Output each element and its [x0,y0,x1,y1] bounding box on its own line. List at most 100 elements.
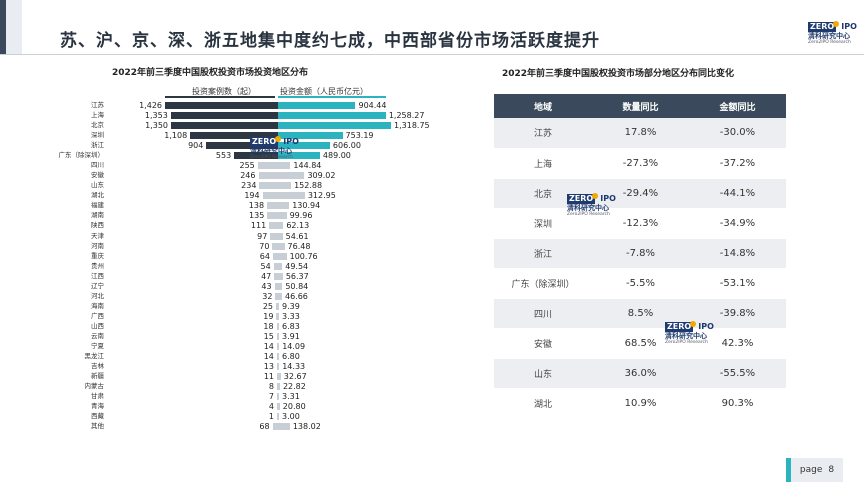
amount-label: 20.80 [282,402,306,412]
watermark-en-text: Zero2IPO Research [665,340,708,345]
amount-label: 312.95 [307,191,336,201]
region-label: 陕西 [91,221,104,230]
count-label: 1 [268,412,274,422]
table-cell-amount-yoy: -34.9% [689,208,786,239]
count-bar [276,363,278,371]
table-row: 北京 -29.4% -44.1% [494,178,786,209]
region-label: 福建 [91,201,104,210]
table-cell-amount-yoy: -44.1% [689,178,786,209]
count-label: 54 [260,261,271,271]
watermark-dot-icon [690,321,697,327]
chart-watermark-logo: ZERO IPO 清科研究中心 Zero2IPO Research [250,136,299,161]
count-bar [276,312,278,320]
count-bar [276,302,278,310]
amount-label: 3.31 [282,392,300,402]
amount-bar [278,162,291,170]
amount-label: 1,318.75 [394,121,430,131]
region-label: 云南 [91,331,104,340]
count-bar [274,272,278,280]
table-row: 广东（除深圳） -5.5% -53.1% [494,268,786,299]
header-side-accent [0,0,6,55]
logo-dot-icon [833,21,840,27]
logo-zero-text: ZERO [808,22,837,32]
table-cell-region: 浙江 [494,238,592,269]
amount-label: 50.84 [285,281,309,291]
region-label: 青海 [91,402,104,411]
logo-cn-text: 清科研究中心 [808,32,850,40]
count-label: 97 [257,231,268,241]
table-cell-region: 江苏 [494,118,592,149]
region-label: 内蒙古 [84,382,105,391]
table-cell-count-yoy: -29.4% [592,178,689,209]
table-cell-region: 安徽 [494,328,592,359]
count-bar [276,322,278,330]
count-label: 47 [261,271,272,281]
region-label: 重庆 [91,251,104,260]
amount-bar [278,132,343,140]
amount-bar [278,142,330,150]
amount-bar [278,423,290,431]
amount-bar [278,292,282,300]
region-label: 吉林 [91,362,104,371]
count-bar [165,102,278,109]
amount-bar [278,413,279,421]
region-label: 宁夏 [91,341,104,350]
legend-amount-line [278,96,386,98]
amount-bar [278,112,386,120]
region-label: 海南 [91,301,104,310]
amount-label: 606.00 [332,141,361,151]
logo-en-text: Zero2IPO Research [808,40,851,45]
count-label: 1,350 [145,121,169,131]
page-title: 苏、沪、京、深、浙五地集中度约七成，中西部省份市场活跃度提升 [60,31,600,51]
amount-label: 76.48 [287,241,311,251]
table-row: 深圳 -12.3% -34.9% [494,208,786,239]
count-bar [276,353,278,360]
region-label: 江西 [91,271,104,280]
count-label: 7 [268,392,274,402]
table-cell-region: 四川 [494,298,592,329]
amount-bar [278,152,320,160]
table-cell-region: 深圳 [494,208,592,239]
amount-bar [278,312,279,320]
count-bar [270,232,278,240]
amount-label: 489.00 [322,151,351,161]
page-number: 8 [828,465,835,475]
region-label: 广西 [91,311,104,320]
amount-label: 144.84 [293,161,322,171]
page-label: page [799,465,823,475]
table-cell-count-yoy: -7.8% [592,238,689,269]
count-bar [257,162,278,170]
count-label: 553 [215,151,232,161]
amount-label: 99.96 [289,211,313,221]
logo-ipo-text: IPO [841,22,857,31]
count-bar [275,292,278,300]
table-row: 安徽 68.5% 42.3% [494,328,786,359]
count-label: 255 [239,161,255,171]
table-cell-amount-yoy: -55.5% [689,358,786,389]
region-label: 河北 [91,291,104,300]
yoy-change-table: 地域 数量同比 金额同比 江苏 17.8% -30.0% 上海 -27.3% -37.2%… [494,94,786,419]
count-label: 11 [263,372,274,382]
region-label: 天津 [91,231,104,240]
region-label: 湖南 [91,211,104,220]
region-label: 江苏 [91,101,104,109]
table-title: 2022年前三季度中国股权投资市场部分地区分布同比变化 [502,69,735,79]
count-label: 25 [262,301,274,311]
table-header-row: 地域 数量同比 金额同比 [494,94,786,118]
region-label: 甘肃 [91,392,104,401]
amount-label: 3.33 [282,311,300,321]
table-cell-amount-yoy: -53.1% [689,268,786,299]
amount-label: 309.02 [307,171,336,181]
table-cell-amount-yoy: -37.2% [689,148,786,179]
table-cell-region: 山东 [494,358,592,389]
count-label: 13 [263,362,274,372]
region-label: 其他 [91,422,104,431]
table-row: 山东 36.0% -55.5% [494,358,786,389]
count-label: 111 [250,221,267,231]
count-bar [277,373,278,381]
amount-label: 130.94 [292,201,321,211]
amount-bar [278,252,287,260]
chart-title: 2022年前三季度中国股权投资市场投资地区分布 [112,68,309,78]
amount-bar [278,403,280,411]
amount-label: 3.00 [282,412,300,422]
